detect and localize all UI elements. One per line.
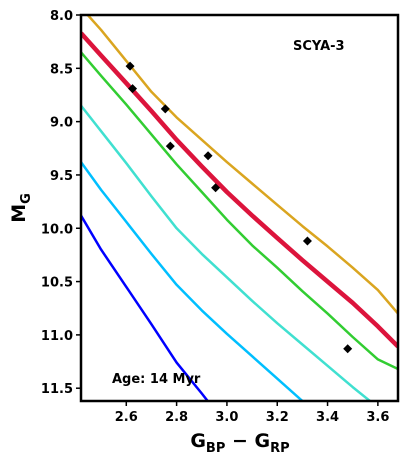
plot-background [81,15,398,401]
x-axis-title: GBP − GRP [190,430,289,456]
y-tick-label: 8.0 [50,9,73,24]
star-point [302,236,312,246]
isochrone-line-4 [81,104,372,401]
star-point [211,183,221,193]
y-tick-label: 11.5 [41,382,73,397]
x-axis: 2.6 2.8 3.0 3.2 3.4 3.6 [115,401,389,425]
plot-frame [79,13,400,403]
star-point [125,61,135,71]
y-tick-label: 10.0 [41,222,73,237]
isochrone-line-5 [81,161,305,401]
y-axis-title: MG [8,193,34,223]
x-tick-label: 2.6 [115,410,138,425]
y-axis: 8.0 8.5 9.0 9.5 10.0 10.5 11.0 11.5 [41,9,81,397]
cluster-label: SCYA-3 [293,39,345,54]
y-tick-label: 8.5 [50,62,73,77]
y-tick-label: 9.0 [50,116,73,131]
star-point [343,344,353,354]
y-tick-label: 9.5 [50,169,73,184]
star-point [128,84,138,94]
isochrone-line-3 [81,51,398,371]
y-tick-label: 11.0 [41,329,73,344]
star-point [203,151,213,161]
x-tick-label: 3.0 [215,410,238,425]
x-tick-label: 3.4 [316,410,339,425]
star-point [165,141,175,151]
x-tick-label: 3.6 [366,410,389,425]
x-tick-label: 3.2 [266,410,289,425]
age-label: Age: 14 Myr [112,372,201,387]
x-tick-label: 2.8 [165,410,188,425]
star-point [160,104,170,114]
star-points [125,61,353,354]
y-tick-label: 10.5 [41,276,73,291]
isochrone-line-6 [81,214,210,401]
